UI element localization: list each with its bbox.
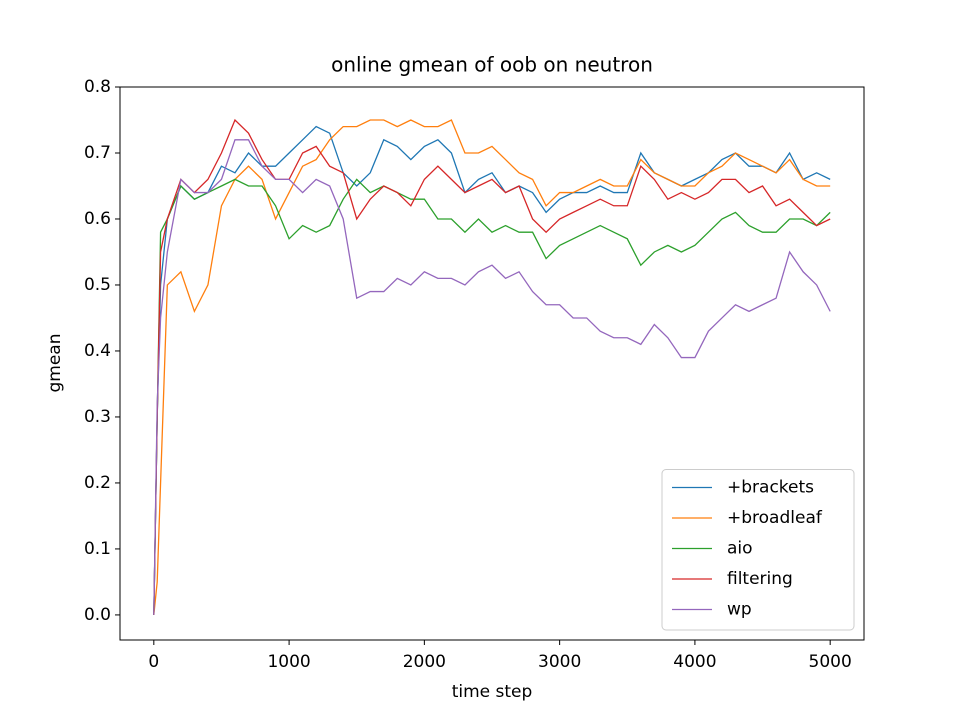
legend-label: +brackets [727, 478, 814, 498]
legend-frame [661, 469, 855, 631]
y-tick-label: 0.2 [84, 473, 111, 493]
x-tick-label: 2000 [403, 652, 446, 672]
line-series [153, 125, 831, 615]
line-series [153, 119, 831, 615]
line-series [153, 139, 831, 615]
y-tick-label: 0.4 [84, 341, 111, 361]
legend-label: aio [727, 539, 753, 559]
legend-label: wp [727, 600, 752, 620]
y-tick-label: 0.7 [84, 143, 111, 163]
y-tick-label: 0.5 [84, 275, 111, 295]
y-tick-label: 0.8 [84, 77, 111, 97]
y-tick-label: 0.1 [84, 539, 111, 559]
x-tick-label: 4000 [673, 652, 716, 672]
x-tick-label: 3000 [538, 652, 581, 672]
x-axis-label: time step [452, 682, 533, 702]
x-tick-label: 5000 [809, 652, 852, 672]
plot-frame [119, 86, 865, 641]
chart-title: online gmean of oob on neutron [331, 53, 653, 77]
legend-label: +broadleaf [727, 508, 823, 528]
y-axis-label: gmean [45, 333, 65, 392]
y-tick-label: 0.3 [84, 407, 111, 427]
line-series [153, 118, 831, 615]
line-series [153, 178, 831, 615]
x-tick-label: 1000 [267, 652, 310, 672]
x-tick-label: 0 [148, 652, 159, 672]
y-tick-label: 0.6 [84, 209, 111, 229]
legend-label: filtering [727, 569, 793, 589]
y-tick-label: 0.0 [84, 605, 111, 625]
